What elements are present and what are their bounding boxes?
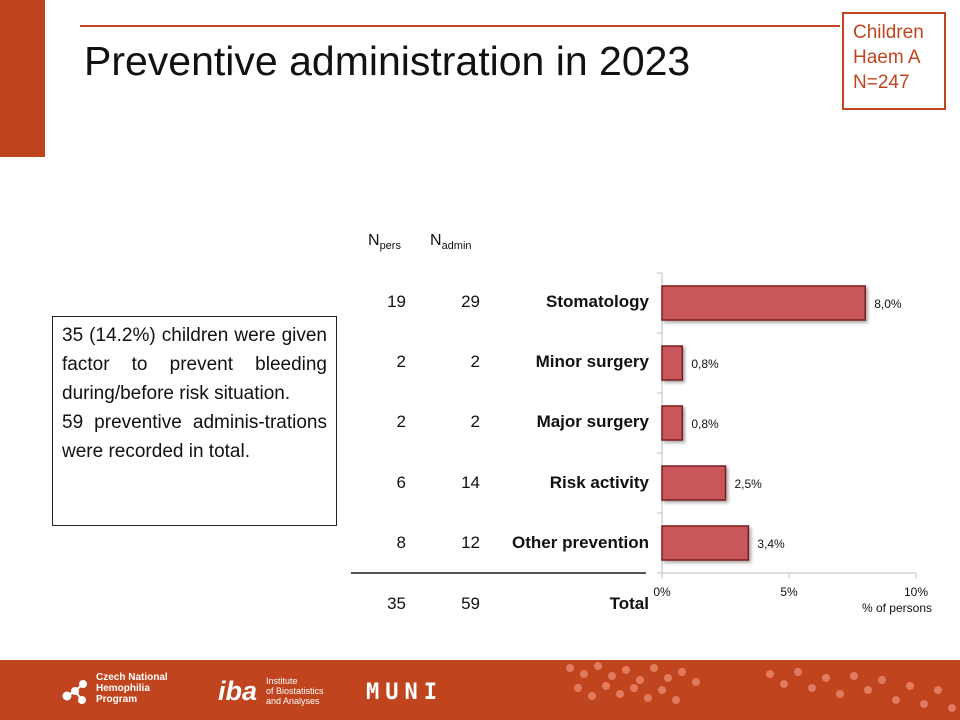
logo1-line: Program <box>96 694 138 705</box>
bar <box>661 345 684 381</box>
category-label: Other prevention <box>512 533 649 552</box>
total-label: Total <box>609 594 649 613</box>
cohort-badge: Children Haem A N=247 <box>842 12 946 110</box>
category-label: Risk activity <box>549 473 649 492</box>
muni-logo: MUNI <box>366 680 443 705</box>
bar-data-label: 8,0% <box>874 297 902 311</box>
bar-data-label: 0,8% <box>691 417 719 431</box>
npers-cell: 6 <box>396 473 406 492</box>
nadmin-header-main: N <box>430 232 442 249</box>
bar <box>661 465 727 501</box>
summary-paragraph: 59 preventive adminis-trations were reco… <box>62 412 327 462</box>
bar-data-label: 2,5% <box>735 477 763 491</box>
network-icon <box>62 680 87 704</box>
summary-paragraph: 35 (14.2%) children were given factor to… <box>62 325 327 404</box>
npers-cell: 2 <box>396 352 406 371</box>
nadmin-cell: 12 <box>461 533 480 552</box>
nadmin-total: 59 <box>461 594 480 613</box>
nadmin-header: Nadmin <box>430 232 472 252</box>
nadmin-cell: 2 <box>470 412 480 431</box>
iba-logo-line: and Analyses <box>266 696 320 706</box>
nadmin-header-sub: admin <box>441 240 472 253</box>
bar <box>661 525 750 561</box>
npers-header: Npers <box>368 232 401 252</box>
npers-header-sub: pers <box>379 240 401 253</box>
x-tick-label: 0% <box>653 585 671 599</box>
footer-pattern <box>566 662 956 712</box>
npers-header-main: N <box>368 232 380 249</box>
badge-line: Children <box>853 22 924 43</box>
total-separator <box>351 572 646 574</box>
category-label: Stomatology <box>546 292 649 311</box>
summary-textbox: 35 (14.2%) children were given factor to… <box>52 316 337 526</box>
iba-logo-line: of Biostatistics <box>266 686 324 696</box>
bar-data-label: 0,8% <box>691 357 719 371</box>
nadmin-cell: 2 <box>470 352 480 371</box>
x-tick-label: 5% <box>780 585 798 599</box>
nadmin-cell: 29 <box>461 292 480 311</box>
bar-data-label: 3,4% <box>757 537 785 551</box>
accent-block <box>0 0 45 157</box>
bar <box>661 285 866 321</box>
logo1-line: Hemophilia <box>96 683 150 694</box>
category-label: Minor surgery <box>535 352 649 371</box>
bar <box>661 405 684 441</box>
npers-total: 35 <box>387 594 406 613</box>
iba-logo-mark: iba <box>218 676 258 706</box>
x-tick-label: 10% <box>904 585 928 599</box>
npers-cell: 19 <box>387 292 406 311</box>
title-rule <box>80 25 840 27</box>
npers-cell: 8 <box>396 533 406 552</box>
x-axis-label: % of persons <box>862 601 932 615</box>
badge-line: Haem A <box>853 47 921 68</box>
badge-line: N=247 <box>853 72 910 93</box>
footer-bar <box>0 660 960 720</box>
logo1-line: Czech National <box>96 672 168 683</box>
bar-chart: 0% 5% 10% % of persons 8,0% 0,8% 0,8% 2,5% 3,4% <box>653 272 932 615</box>
page-title: Preventive administration in 2023 <box>84 38 691 84</box>
npers-cell: 2 <box>396 412 406 431</box>
category-label: Major surgery <box>536 412 649 431</box>
nadmin-cell: 14 <box>461 473 480 492</box>
iba-logo-line: Institute <box>266 676 298 686</box>
